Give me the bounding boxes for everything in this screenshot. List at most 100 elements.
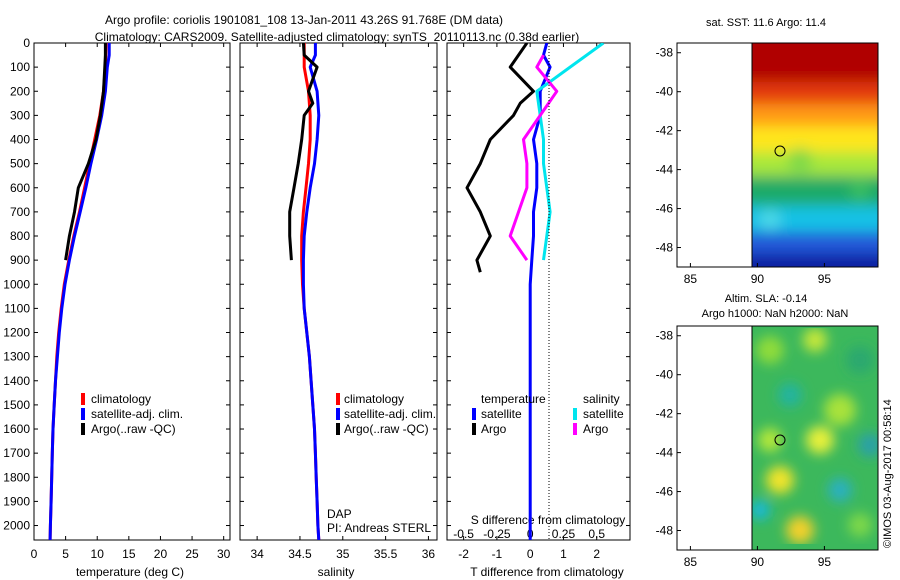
map-y-tick-label: -42 [656, 124, 674, 138]
legend-swatch [472, 408, 476, 420]
depth-tick-label: 1900 [3, 494, 30, 508]
depth-tick-label: 900 [10, 253, 30, 267]
legend-swatch [81, 423, 85, 435]
difference-axes [446, 42, 631, 541]
depth-tick-label: 700 [10, 205, 30, 219]
depth-tick-label: 1800 [3, 470, 30, 484]
series-line-climatology [48, 43, 108, 540]
depth-tick-label: 1700 [3, 446, 30, 460]
map-y-tick-label: -48 [656, 524, 674, 538]
x-tick-label: 5 [62, 547, 69, 561]
depth-tick-label: 1200 [3, 326, 30, 340]
x-tick-label: 10 [91, 547, 105, 561]
depth-tick-label: 1300 [3, 350, 30, 364]
legend-label: Argo(..raw -QC) [344, 422, 429, 436]
temperature-x-axis: 0 5 10 15 20 25 30 [31, 43, 231, 561]
series-line-satellite-adj-clim- [301, 43, 321, 540]
imos-stamp: ©IMOS 03-Aug-2017 00:58:14 [882, 399, 894, 548]
x-tick-label: -1 [492, 547, 503, 561]
legend-label: satellite [481, 407, 522, 421]
x-tick-label: 15 [122, 547, 136, 561]
legend-swatch [573, 408, 577, 420]
legend-swatch [472, 423, 476, 435]
x-tick-label: 30 [217, 547, 231, 561]
title-line-1: Argo profile: coriolis 1901081_108 13-Ja… [105, 13, 503, 27]
x-tick-label: 2 [593, 547, 600, 561]
sla-argo-marker [774, 434, 786, 446]
legend-swatch [336, 423, 340, 435]
map-y-tick-label: -42 [656, 407, 674, 421]
depth-tick-label: 1100 [4, 301, 30, 315]
legend-label: climatology [91, 392, 151, 406]
legend-swatch [336, 408, 340, 420]
sst-heatmap [752, 43, 878, 267]
depth-tick-label: 1600 [3, 422, 30, 436]
map-y-tick-label: -46 [656, 202, 674, 216]
series-line-argo [508, 54, 559, 261]
difference-x-axis: -2 -1 0 1 2-0.5 -0.25 0 0.25 0.5 [453, 43, 605, 561]
sst-map-axis: 85 90 95 -38 -40 -42 -44 -46 -48 [656, 46, 832, 286]
sla-heatmap [752, 326, 878, 550]
x-tick-label: 36 [422, 547, 436, 561]
difference-series [465, 43, 605, 540]
depth-tick-label: 1000 [3, 277, 30, 291]
legend-header: temperature [481, 392, 546, 406]
x-tick-label: 25 [185, 547, 199, 561]
depth-tick-label: 400 [10, 133, 30, 147]
legend-label: satellite-adj. clim. [344, 407, 436, 421]
sla-map-axes [676, 325, 879, 551]
depth-tick-label: 200 [10, 84, 30, 98]
map-x-tick-label: 85 [684, 555, 698, 569]
temperature-axes [33, 42, 231, 541]
map-x-tick-label: 90 [751, 272, 765, 286]
legend-label: Argo(..raw -QC) [91, 422, 176, 436]
temperature-series [48, 43, 111, 540]
sla-map-axis: 85 90 95 -38 -40 -42 -44 -46 -48 [656, 329, 832, 569]
map-y-tick-label: -38 [656, 329, 674, 343]
x-tick-label: 20 [154, 547, 168, 561]
x-tick-label: 0 [31, 547, 38, 561]
salinity-series [288, 43, 321, 540]
legend-swatch [81, 393, 85, 405]
depth-tick-label: 2000 [3, 519, 30, 533]
depth-tick-label: 100 [10, 60, 30, 74]
map-y-tick-label: -38 [656, 46, 674, 60]
series-line-satellite [535, 43, 605, 261]
x-tick-label-secondary: -0.5 [453, 527, 474, 541]
legend-label: climatology [344, 392, 404, 406]
x-tick-label: 0 [527, 547, 534, 561]
difference-legend: temperature salinity satellite Argo sate… [472, 392, 624, 436]
series-line-argo-raw-qc- [288, 43, 319, 261]
legend-header: salinity [583, 392, 620, 406]
map-y-tick-label: -44 [656, 446, 674, 460]
map-y-tick-label: -40 [656, 85, 674, 99]
depth-tick-label: 0 [23, 36, 30, 50]
map-y-tick-label: -48 [656, 241, 674, 255]
x-tick-label: 35.5 [374, 547, 398, 561]
temperature-legend: climatology satellite-adj. clim. Argo(..… [81, 392, 183, 436]
salinity-xlabel: salinity [318, 565, 355, 579]
legend-swatch [81, 408, 85, 420]
series-line-argo-raw-qc- [64, 43, 107, 261]
sla-map-title-2: Argo h1000: NaN h2000: NaN [702, 308, 849, 320]
series-line-satellite [528, 43, 552, 540]
temperature-xlabel: temperature (deg C) [76, 565, 184, 579]
dap-label: DAP [327, 507, 352, 521]
legend-label: Argo [583, 422, 609, 436]
map-x-tick-label: 85 [684, 272, 698, 286]
map-x-tick-label: 95 [818, 272, 832, 286]
title-line-2: Climatology: CARS2009. Satellite-adjuste… [95, 30, 579, 44]
x-tick-label: 34 [250, 547, 264, 561]
x-tick-label: 34.5 [288, 547, 312, 561]
map-x-tick-label: 95 [818, 555, 832, 569]
x-tick-label: 35 [336, 547, 350, 561]
difference-xlabel2: S difference from climatology [471, 513, 626, 527]
sst-argo-marker [774, 145, 786, 157]
depth-tick-label: 500 [10, 157, 30, 171]
map-y-tick-label: -46 [656, 485, 674, 499]
pi-label: PI: Andreas STERL [327, 521, 431, 535]
depth-tick-label: 300 [10, 108, 30, 122]
sst-map-title: sat. SST: 11.6 Argo: 11.4 [706, 17, 826, 29]
legend-label: satellite-adj. clim. [91, 407, 183, 421]
